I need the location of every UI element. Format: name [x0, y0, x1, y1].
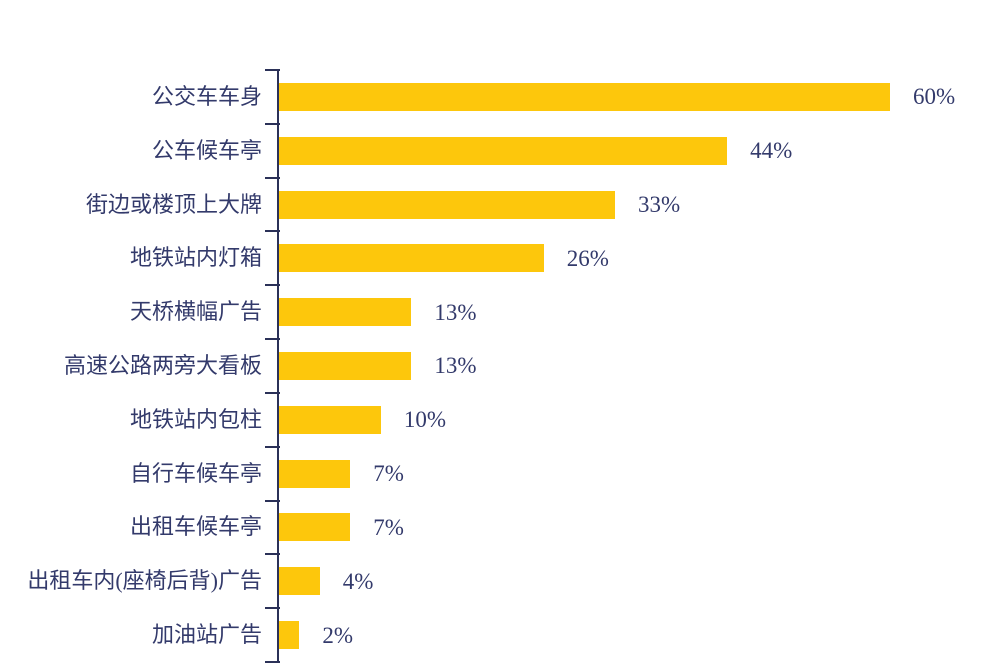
bar	[279, 567, 320, 596]
category-label: 街边或楼顶上大牌	[85, 191, 262, 217]
chart-row: 出租车候车亭 7%	[0, 501, 1000, 555]
bar	[279, 136, 728, 165]
chart-row: 地铁站内包柱 10%	[0, 393, 1000, 447]
value-label: 13%	[434, 299, 477, 325]
bar	[279, 298, 412, 327]
axis-tick	[265, 661, 280, 663]
value-label: 26%	[566, 245, 609, 271]
category-label: 公交车车身	[151, 83, 262, 109]
value-label: 4%	[342, 568, 374, 594]
axis-tick	[265, 607, 280, 610]
axis-tick	[265, 391, 280, 394]
bar	[279, 351, 412, 380]
bar	[279, 405, 381, 434]
chart-row: 出租车内(座椅后背)广告 4%	[0, 554, 1000, 608]
category-label: 地铁站内灯箱	[129, 245, 262, 271]
category-label: 出租车内(座椅后背)广告	[27, 568, 262, 594]
category-label: 高速公路两旁大看板	[63, 352, 262, 378]
category-label: 公车候车亭	[151, 137, 262, 163]
value-label: 7%	[373, 461, 404, 487]
chart-row: 加油站广告 2%	[0, 608, 1000, 662]
chart-rows: 公交车车身 60% 公车候车亭 44% 街边或楼顶上大牌 33% 地铁站内灯箱 26% 天桥横幅…	[0, 70, 1000, 662]
bar	[279, 621, 300, 650]
category-label: 自行车候车亭	[129, 460, 262, 486]
value-label: 10%	[403, 407, 446, 433]
category-label: 出租车候车亭	[129, 514, 262, 540]
axis-tick	[265, 499, 280, 502]
value-label: 60%	[913, 84, 956, 110]
value-label: 2%	[322, 622, 354, 648]
chart-row: 公交车车身 60%	[0, 70, 1000, 124]
bar	[279, 513, 351, 542]
bar	[279, 82, 890, 111]
chart-row: 天桥横幅广告 13%	[0, 285, 1000, 339]
chart-row: 自行车候车亭 7%	[0, 447, 1000, 501]
axis-tick	[265, 69, 280, 71]
value-label: 33%	[638, 192, 681, 218]
value-label: 44%	[750, 138, 793, 164]
bar	[279, 244, 544, 273]
axis-tick	[265, 122, 280, 125]
chart-row: 地铁站内灯箱 26%	[0, 231, 1000, 285]
y-axis-line	[277, 70, 279, 662]
category-label: 天桥横幅广告	[129, 299, 262, 325]
chart-row: 街边或楼顶上大牌 33%	[0, 178, 1000, 232]
bar	[279, 459, 351, 488]
axis-tick	[265, 230, 280, 233]
axis-tick	[265, 445, 280, 448]
bar	[279, 190, 616, 219]
value-label: 13%	[434, 353, 477, 379]
axis-tick	[265, 553, 280, 556]
axis-tick	[265, 284, 280, 287]
axis-tick	[265, 338, 280, 341]
category-label: 加油站广告	[151, 622, 262, 648]
chart-row: 高速公路两旁大看板 13%	[0, 339, 1000, 393]
category-label: 地铁站内包柱	[129, 406, 262, 432]
axis-tick	[265, 176, 280, 179]
value-label: 7%	[373, 514, 404, 540]
chart-row: 公车候车亭 44%	[0, 124, 1000, 178]
